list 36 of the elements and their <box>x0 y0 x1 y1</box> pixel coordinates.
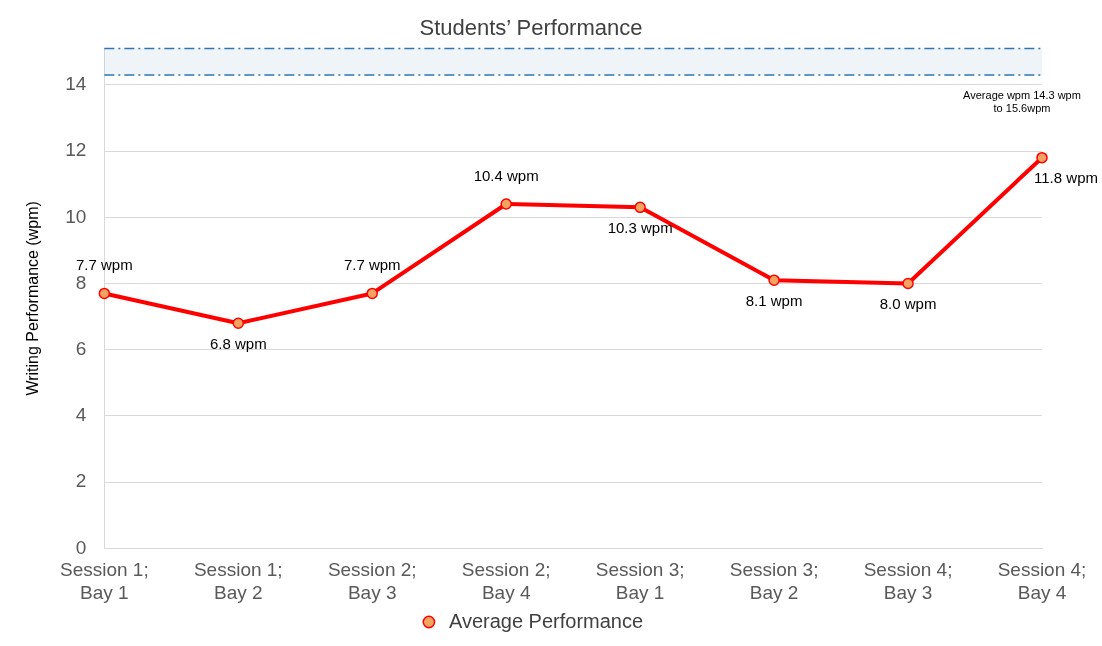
y-axis-title: Writing Performance (wpm) <box>24 201 42 396</box>
y-tick-label: 6 <box>75 337 87 359</box>
y-tick-label: 2 <box>75 470 87 492</box>
y-tick-label: 0 <box>75 536 87 558</box>
x-tick-label: Session 2; Bay 3 <box>327 559 417 603</box>
x-tick-label: Session 3; Bay 1 <box>595 559 685 603</box>
y-tick-label: 8 <box>75 271 87 293</box>
y-tick-label: 14 <box>65 73 87 95</box>
data-label: 6.8 wpm <box>209 334 267 352</box>
point <box>768 274 780 286</box>
data-label: 7.7 wpm <box>75 256 133 274</box>
data-label: 8.0 wpm <box>879 295 937 313</box>
data-label: 7.7 wpm <box>343 256 401 274</box>
data-label: 8.1 wpm <box>745 291 803 309</box>
y-tick-label: 10 <box>65 205 87 227</box>
x-tick-label: Session 1; Bay 2 <box>193 559 283 603</box>
y-tick-label: 4 <box>75 404 87 426</box>
x-tick-label: Session 2; Bay 4 <box>461 559 551 603</box>
point <box>366 287 378 300</box>
point <box>98 287 111 300</box>
annotation: Average wpm 14.3 wpm to 15.6wpm <box>963 88 1081 114</box>
data-label: 10.3 wpm <box>607 218 673 236</box>
point <box>1036 151 1048 164</box>
point <box>902 277 914 290</box>
legend-label: Average Performance <box>448 609 644 632</box>
x-tick-label: Session 1; Bay 1 <box>59 559 149 603</box>
point <box>500 198 512 210</box>
x-tick-label: Session 3; Bay 2 <box>729 559 819 603</box>
chart-title: Students’ Performance <box>419 15 643 41</box>
x-tick-label: Session 4; Bay 4 <box>997 559 1087 603</box>
point <box>634 201 646 214</box>
data-label: 10.4 wpm <box>473 166 539 184</box>
data-label: 11.8 wpm <box>1034 169 1098 187</box>
y-tick-label: 12 <box>65 139 87 161</box>
x-tick-label: Session 4; Bay 3 <box>863 559 953 603</box>
point <box>232 317 245 329</box>
